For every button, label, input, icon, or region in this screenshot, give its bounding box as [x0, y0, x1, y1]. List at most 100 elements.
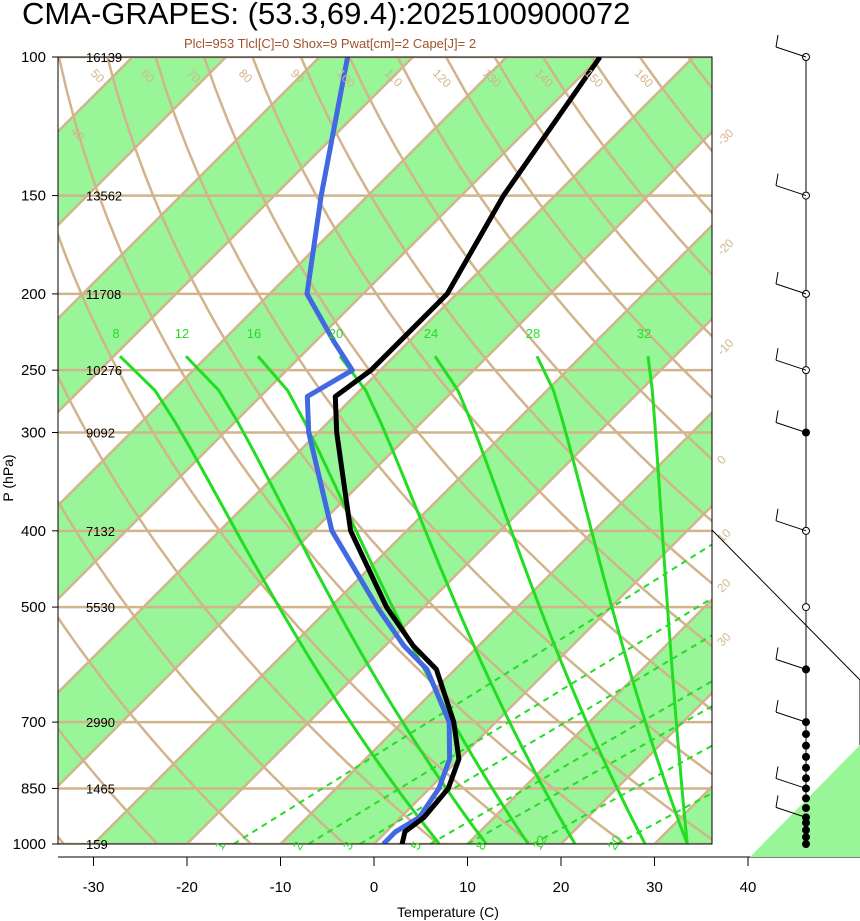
x-tick-label: 10: [459, 879, 476, 896]
dry-adiabat-label: 50: [88, 66, 108, 86]
wind-panel-outline: [711, 529, 860, 850]
mixing-ratio-line: [308, 597, 712, 844]
y-tick-label: 400: [21, 523, 46, 540]
y-tick-label: 150: [21, 188, 46, 205]
wind-barb-shaft: [775, 806, 807, 818]
wind-station-dot: [802, 794, 810, 803]
isotherm-label: 0: [714, 452, 729, 467]
moist-adiabat-label: 32: [637, 326, 651, 341]
isotherm-line: [560, 691, 712, 844]
mixing-ratio-label: 20: [605, 832, 625, 852]
moist-adiabat: [118, 355, 441, 844]
y-tick-label: 1000: [13, 836, 46, 853]
wind-barb-shaft: [775, 283, 807, 295]
dry-adiabat: [785, 57, 860, 844]
dry-adiabat-label: 80: [236, 66, 256, 86]
isotherm-line: [748, 57, 860, 844]
wind-barb-feather: [775, 700, 779, 713]
wind-station-dot: [802, 741, 810, 750]
chart-subtitle: Plcl=953 Tlcl[C]=0 Shox=9 Pwat[cm]=2 Cap…: [184, 36, 477, 51]
y-tick-label: 200: [21, 286, 46, 303]
isotherm-line: [92, 223, 712, 844]
wind-station-dot: [802, 840, 810, 848]
x-tick-label: 20: [553, 879, 570, 896]
isotherm-label: -30: [714, 126, 736, 148]
isotherm-line: [58, 57, 227, 227]
height-label: 11708: [86, 287, 121, 302]
moist-adiabat-label: 12: [175, 326, 189, 341]
wind-barb-shaft: [775, 46, 807, 58]
height-label: 16139: [86, 50, 122, 65]
plot-frame: [57, 56, 860, 858]
isotherm-line: [58, 57, 508, 508]
x-tick-label: -20: [176, 879, 198, 896]
wind-barb-column: [711, 34, 860, 857]
isotherm-line: [58, 57, 601, 601]
moist-adiabat: [646, 356, 689, 844]
shaded-band: [842, 57, 860, 844]
wind-barb-feather: [775, 173, 779, 186]
y-tick-label: 250: [21, 362, 46, 379]
isotherm-label: -20: [714, 236, 736, 258]
height-label: 1465: [86, 781, 115, 796]
plot-border: [57, 56, 713, 845]
moist-adiabat: [184, 355, 488, 844]
mixing-ratio-label: 5: [408, 839, 425, 853]
shaded-band: [58, 57, 712, 786]
x-axis-label: Temperature (C): [397, 904, 499, 920]
isotherm-line: [58, 57, 321, 321]
isotherm-line: [842, 57, 860, 844]
x-tick-label: -10: [270, 879, 292, 896]
y-tick-label: 700: [21, 714, 46, 731]
height-label: 9092: [86, 425, 115, 440]
wind-station-dot: [802, 752, 810, 761]
y-tick-label: 500: [21, 599, 46, 616]
isotherm-label: 20: [714, 576, 734, 596]
skewt-shaded-bands: [58, 57, 860, 844]
height-label: 13562: [86, 189, 122, 204]
y-tick-label: 850: [21, 780, 46, 797]
dry-adiabat-label: 120: [430, 66, 454, 90]
isotherm-line: [58, 57, 414, 414]
y-tick-label: 100: [21, 49, 46, 66]
x-tick-label: 0: [370, 879, 378, 896]
height-label: 7132: [86, 524, 115, 539]
isotherm-line: [186, 317, 712, 844]
wind-barb-shaft: [775, 359, 807, 371]
wind-station-dot: [802, 603, 810, 612]
height-label: 159: [86, 837, 108, 852]
wind-barb-shaft: [775, 422, 807, 433]
chart-title: CMA-GRAPES: (53.3,69.4):2025100900072: [22, 0, 631, 31]
dry-adiabat-label: 160: [632, 66, 656, 90]
x-tick-label: 40: [740, 879, 757, 896]
moist-adiabat-label: 28: [526, 326, 540, 341]
dry-adiabat: [687, 57, 712, 91]
dry-adiabat: [833, 57, 860, 844]
isotherm-line: [279, 410, 712, 844]
wind-barb-feather: [775, 795, 779, 808]
wind-barb-shaft: [775, 520, 807, 532]
mixing-ratio-label: 12: [530, 832, 550, 852]
wind-barb-feather: [775, 647, 779, 660]
mixing-ratio-label: 1: [212, 839, 229, 853]
y-tick-label: 300: [21, 424, 46, 441]
moist-adiabat: [535, 355, 689, 844]
isotherm-lines: [58, 57, 860, 844]
mixing-ratio-line: [429, 680, 712, 844]
x-tick-label: -30: [83, 879, 105, 896]
dry-adiabat: [737, 57, 860, 844]
wind-station-dot: [802, 803, 810, 812]
wind-station-dot: [802, 730, 810, 739]
wind-barb-shaft: [775, 658, 807, 670]
moist-adiabat: [433, 355, 647, 844]
wind-barb-shaft: [775, 185, 807, 197]
dewpoint-profile-line: [304, 57, 453, 844]
sounding-profiles: [304, 57, 603, 844]
height-label: 10276: [86, 363, 122, 378]
wind-station-dot: [802, 763, 810, 772]
wind-station-dot: [802, 826, 810, 835]
temperature-profile-line: [332, 57, 603, 844]
wind-barb-feather: [775, 271, 779, 284]
